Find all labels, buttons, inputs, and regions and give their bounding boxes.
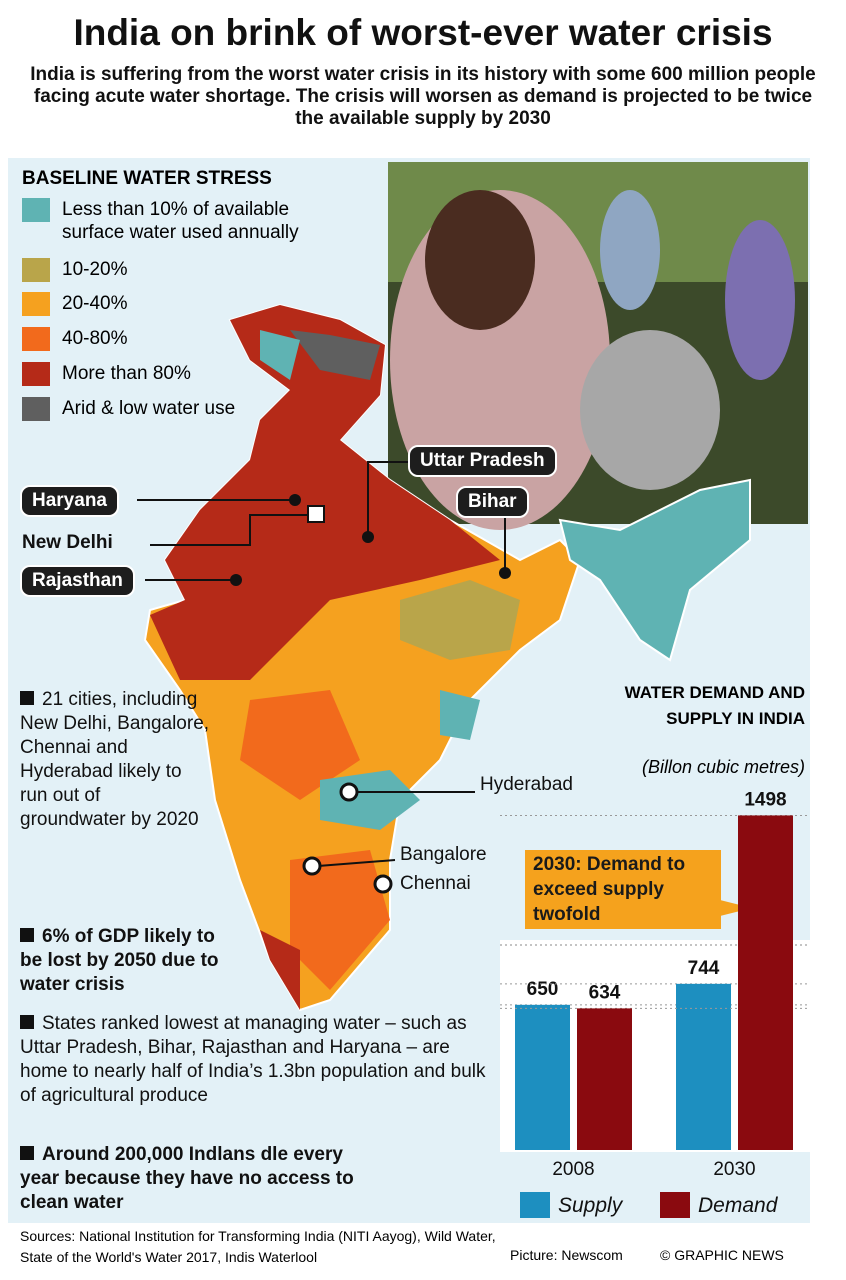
value-label: 1498	[744, 789, 786, 810]
callout-tail	[720, 900, 752, 916]
map-label: New Delhi	[22, 532, 113, 553]
value-label: 650	[527, 979, 559, 1000]
map-label: Bangalore	[400, 844, 487, 865]
legend-swatch	[22, 292, 50, 316]
map-label: Bihar	[456, 486, 529, 518]
legend-label: Arid & low water use	[62, 398, 236, 419]
map-label: Haryana	[20, 485, 119, 517]
note: 21 cities, including New Delhi, Bangalor…	[20, 689, 210, 830]
legend-item: 10-20%	[22, 258, 352, 282]
legend-label: 20-40%	[62, 293, 128, 314]
value-label: 634	[589, 982, 621, 1003]
legend-item: Arid & low water use	[22, 397, 352, 421]
legend-swatch	[22, 327, 50, 351]
legend-label: 10-20%	[62, 259, 128, 280]
legend-swatch	[22, 198, 50, 222]
legend-label: More than 80%	[62, 363, 191, 384]
legend-label: Supply	[558, 1194, 624, 1217]
legend-item: More than 80%	[22, 362, 352, 386]
bar	[676, 983, 731, 1150]
subtitle: India is suffering from the worst water …	[30, 64, 816, 129]
map-label: Chennai	[400, 873, 471, 894]
value-label: 744	[688, 958, 720, 979]
legend-label: Less than 10% of available surface water…	[62, 199, 299, 243]
legend-item: 20-40%	[22, 292, 352, 316]
legend-swatch	[22, 362, 50, 386]
map-label: Rajasthan	[20, 565, 135, 597]
legend-label: 40-80%	[62, 328, 128, 349]
note: 6% of GDP likely to be lost by 2050 due …	[20, 925, 240, 997]
map-label: Hyderabad	[480, 774, 573, 795]
x-tick-label: 2030	[713, 1159, 755, 1180]
legend-title: Baseline Water Stress	[22, 168, 272, 189]
legend-item: Less than 10% of available surface water…	[22, 198, 352, 244]
chart-title: Water Demand and Supply in India	[624, 683, 805, 728]
bar-chart: 650 744 634 1498 2008 2030 Supply Demand	[500, 789, 810, 1218]
bar	[738, 815, 793, 1150]
copyright: © GRAPHIC NEWS	[660, 1247, 784, 1263]
annotation: 2030: Demand to exceed supply twofold	[525, 850, 721, 929]
legend-item: 40-80%	[22, 327, 352, 351]
bar	[577, 1008, 632, 1150]
legend-swatch	[22, 258, 50, 282]
note: Around 200,000 Indlans dle every year be…	[20, 1143, 360, 1215]
legend-swatch	[22, 397, 50, 421]
map-label: Uttar Pradesh	[408, 445, 557, 477]
map	[137, 303, 751, 1012]
title: India on brink of worst-ever water crisi…	[73, 12, 773, 53]
legend-swatch	[660, 1192, 690, 1218]
bar	[515, 1004, 570, 1150]
x-tick-label: 2008	[552, 1159, 594, 1180]
legend-label: Demand	[698, 1194, 779, 1217]
legend-swatch	[520, 1192, 550, 1218]
picture-credit: Picture: Newscom	[510, 1247, 623, 1263]
sources: Sources: National Institution for Transf…	[20, 1228, 496, 1265]
note: States ranked lowest at managing water –…	[20, 1012, 490, 1108]
chart-subtitle: (Billon cubic metres)	[641, 757, 805, 777]
